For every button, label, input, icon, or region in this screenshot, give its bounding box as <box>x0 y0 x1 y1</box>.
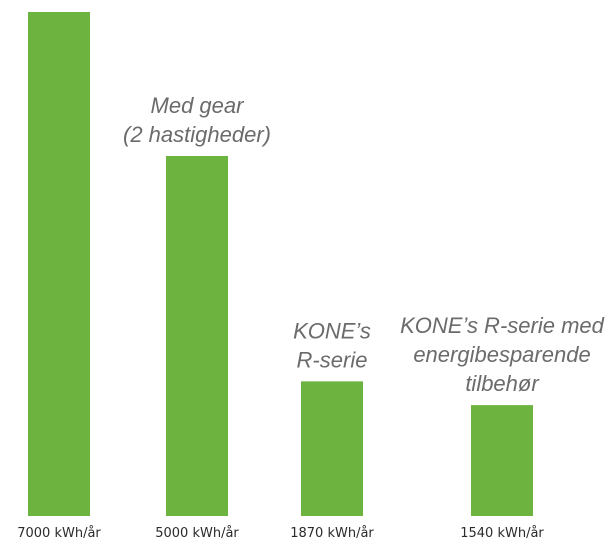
value-labels-group: 7000 kWh/år 5000 kWh/år 1870 kWh/år 1540 kW… <box>17 526 544 541</box>
bar-label-line: (2 hastigheder) <box>123 122 271 147</box>
value-label-2: 1870 kWh/år <box>290 526 374 541</box>
bar-1 <box>166 156 228 516</box>
bar-2 <box>301 381 363 516</box>
bar-0 <box>28 12 90 516</box>
bar-label-line: R-serie <box>297 347 368 372</box>
bar-label-line: KONE’s <box>293 318 371 343</box>
bar-label-line: tilbehør <box>465 371 540 396</box>
value-label-0: 7000 kWh/år <box>17 526 101 541</box>
bar-label-line: energibesparende <box>413 342 590 367</box>
bar-label-1: Med gear (2 hastigheder) <box>123 93 271 147</box>
bars-group <box>28 12 533 516</box>
bar-label-3: KONE’s R-serie med energibesparende tilbeh… <box>400 313 605 396</box>
value-label-1: 5000 kWh/år <box>155 526 239 541</box>
bar-labels-group: Med gear (2 hastigheder)KONE’s R-serieKONE… <box>123 93 605 396</box>
bar-3 <box>471 405 533 516</box>
bar-label-line: KONE’s R-serie med <box>400 313 605 338</box>
bar-label-line: Med gear <box>151 93 246 118</box>
bar-label-2: KONE’s R-serie <box>293 318 371 372</box>
value-label-3: 1540 kWh/år <box>460 526 544 541</box>
